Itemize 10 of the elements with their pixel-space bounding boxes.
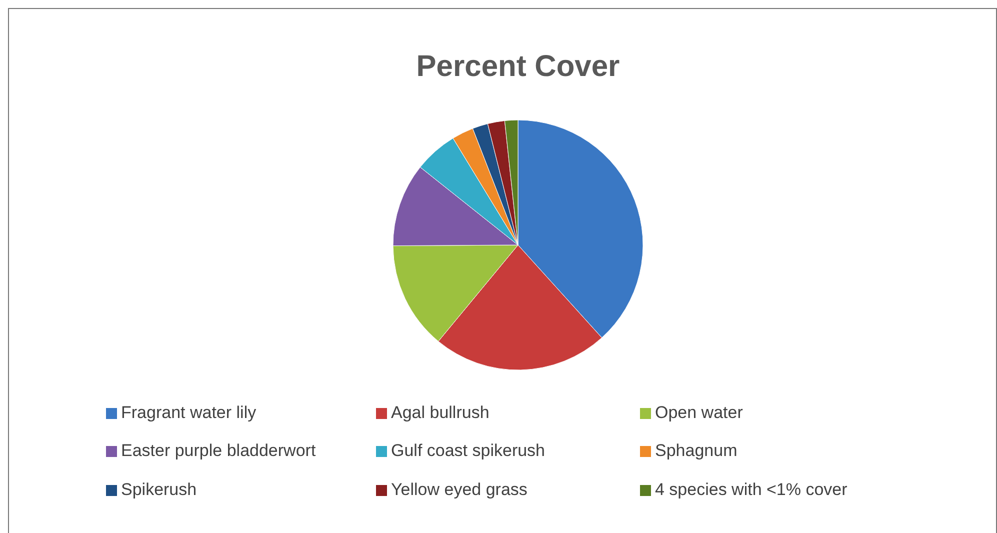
legend-label: Agal bullrush <box>391 403 490 422</box>
legend-label: Fragrant water lily <box>121 403 257 422</box>
legend-label: Sphagnum <box>655 441 738 460</box>
legend-label: Yellow eyed grass <box>391 480 528 499</box>
legend-label: Easter purple bladderwort <box>121 441 316 460</box>
legend-label: 4 species with <1% cover <box>655 480 848 499</box>
legend-label: Spikerush <box>121 480 197 499</box>
legend-label: Open water <box>655 403 744 422</box>
legend-label: Gulf coast spikerush <box>391 441 546 460</box>
chart-title: Percent Cover <box>416 50 620 83</box>
